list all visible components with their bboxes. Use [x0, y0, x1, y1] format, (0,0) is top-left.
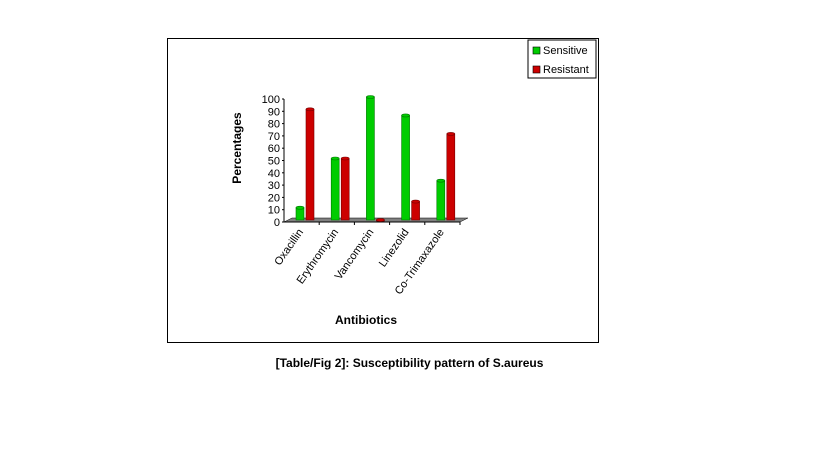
bar-sensitive [436, 180, 446, 221]
y-tick-label: 100 [262, 94, 280, 106]
y-tick-label: 20 [268, 192, 280, 204]
bar-top-resistant [305, 107, 315, 112]
bar-sensitive [401, 115, 410, 221]
bar-sensitive [295, 207, 305, 221]
y-axis-title: Percentages [230, 112, 244, 184]
legend-label-sensitive: Sensitive [543, 45, 588, 57]
bar-top-sensitive [295, 205, 305, 210]
legend-swatch-sensitive [532, 46, 541, 55]
y-tick-label: 30 [268, 180, 280, 192]
y-tick-label: 50 [268, 156, 280, 168]
chart-frame [167, 38, 599, 343]
bar-top-sensitive [330, 156, 340, 161]
x-axis-title: Antibiotics [335, 313, 397, 327]
bar-top-sensitive [436, 178, 446, 183]
bar-resistant [411, 201, 420, 221]
y-tick-label: 0 [274, 217, 280, 229]
y-tick-label: 60 [268, 143, 280, 155]
bar-resistant [340, 158, 350, 221]
bar-top-sensitive [366, 95, 375, 99]
y-tick-label: 10 [268, 205, 280, 217]
bar-resistant [305, 109, 315, 221]
bar-top-resistant [340, 156, 350, 161]
bar-top-resistant [411, 199, 420, 204]
bar-top-resistant [446, 132, 456, 136]
legend-label-resistant: Resistant [543, 64, 589, 76]
legend-swatch-resistant [532, 65, 541, 74]
bar-sensitive [366, 96, 375, 221]
figure-caption: [Table/Fig 2]: Susceptibility pattern of… [275, 356, 544, 370]
y-tick-label: 40 [268, 168, 280, 180]
y-tick-label: 80 [268, 119, 280, 131]
bar-sensitive [330, 158, 340, 221]
y-tick-label: 70 [268, 131, 280, 143]
bar-top-resistant [376, 218, 385, 222]
x-tick-label: Linezolid [377, 227, 412, 269]
y-tick-label: 90 [268, 106, 280, 118]
bar-top-sensitive [401, 113, 410, 118]
bar-resistant [446, 133, 456, 221]
x-tick-label: Oxacillin [272, 227, 306, 268]
